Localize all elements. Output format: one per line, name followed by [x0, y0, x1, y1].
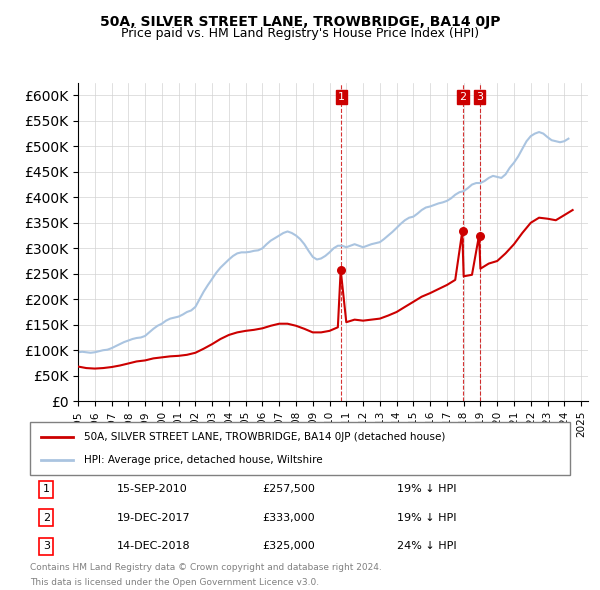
Text: £333,000: £333,000 — [262, 513, 315, 523]
Text: £325,000: £325,000 — [262, 541, 315, 551]
Text: 19% ↓ HPI: 19% ↓ HPI — [397, 484, 457, 494]
Text: £257,500: £257,500 — [262, 484, 315, 494]
Text: 3: 3 — [43, 541, 50, 551]
Text: 1: 1 — [43, 484, 50, 494]
Text: 3: 3 — [476, 92, 483, 102]
Point — [337, 266, 346, 275]
Text: 14-DEC-2018: 14-DEC-2018 — [116, 541, 190, 551]
Text: Contains HM Land Registry data © Crown copyright and database right 2024.: Contains HM Land Registry data © Crown c… — [30, 563, 382, 572]
Text: 24% ↓ HPI: 24% ↓ HPI — [397, 541, 457, 551]
Text: 19% ↓ HPI: 19% ↓ HPI — [397, 513, 457, 523]
Text: This data is licensed under the Open Government Licence v3.0.: This data is licensed under the Open Gov… — [30, 578, 319, 587]
Text: 19-DEC-2017: 19-DEC-2017 — [116, 513, 190, 523]
Point — [458, 227, 468, 236]
Text: 2: 2 — [460, 92, 467, 102]
Text: 15-SEP-2010: 15-SEP-2010 — [116, 484, 187, 494]
Text: HPI: Average price, detached house, Wiltshire: HPI: Average price, detached house, Wilt… — [84, 455, 323, 465]
Text: 1: 1 — [338, 92, 345, 102]
Text: 50A, SILVER STREET LANE, TROWBRIDGE, BA14 0JP (detached house): 50A, SILVER STREET LANE, TROWBRIDGE, BA1… — [84, 432, 445, 442]
Text: Price paid vs. HM Land Registry's House Price Index (HPI): Price paid vs. HM Land Registry's House … — [121, 27, 479, 40]
Text: 50A, SILVER STREET LANE, TROWBRIDGE, BA14 0JP: 50A, SILVER STREET LANE, TROWBRIDGE, BA1… — [100, 15, 500, 29]
Text: 2: 2 — [43, 513, 50, 523]
Point — [475, 231, 484, 240]
FancyBboxPatch shape — [30, 422, 570, 475]
